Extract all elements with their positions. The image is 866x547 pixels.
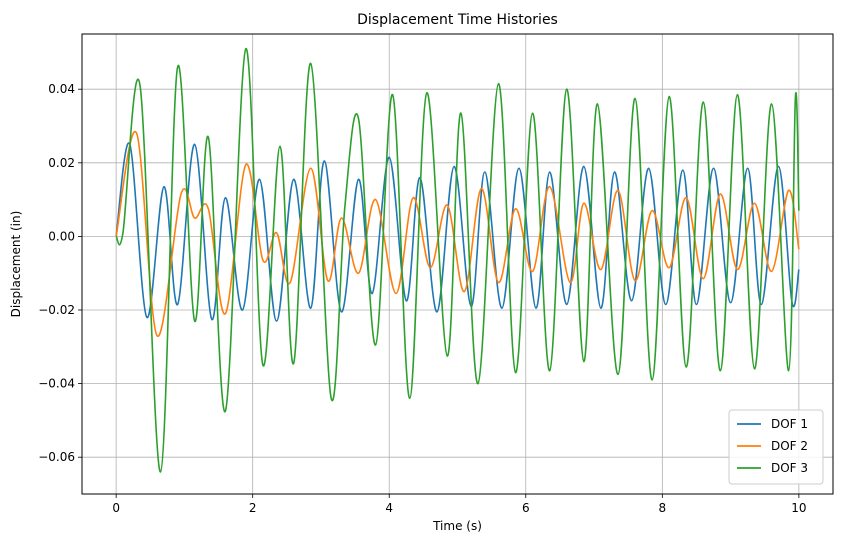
series-line-dof-1 (115, 142, 800, 322)
y-tick-label: −0.02 (38, 303, 75, 317)
series-line-dof-2 (115, 130, 800, 337)
chart-title: Displacement Time Histories (357, 12, 558, 28)
x-tick-label: 0 (112, 501, 120, 515)
legend-label: DOF 2 (771, 439, 808, 453)
x-tick-label: 10 (791, 501, 806, 515)
series-lines (115, 47, 800, 473)
x-tick-label: 4 (385, 501, 393, 515)
x-tick-label: 8 (658, 501, 666, 515)
y-axis-title: Displacement (in) (9, 211, 23, 318)
y-tick-label: −0.04 (38, 377, 75, 391)
legend-label: DOF 1 (771, 417, 808, 431)
axis-ticks: 0 2 4 6 8 10 −0.06 −0.04 −0.02 0.00 0.02 0.04 (38, 82, 806, 515)
x-tick-label: 6 (522, 501, 530, 515)
y-tick-label: −0.06 (38, 450, 75, 464)
y-tick-label: 0.04 (48, 82, 75, 96)
series-line-dof-3 (115, 47, 800, 473)
legend: DOF 1 DOF 2 DOF 3 (728, 409, 824, 485)
y-tick-label: 0.02 (48, 156, 75, 170)
legend-box (728, 409, 824, 485)
x-tick-label: 2 (249, 501, 257, 515)
y-tick-label: 0.00 (48, 229, 75, 243)
x-axis-title: Time (s) (432, 519, 482, 533)
legend-label: DOF 3 (771, 461, 808, 475)
plot-frame (81, 33, 834, 495)
